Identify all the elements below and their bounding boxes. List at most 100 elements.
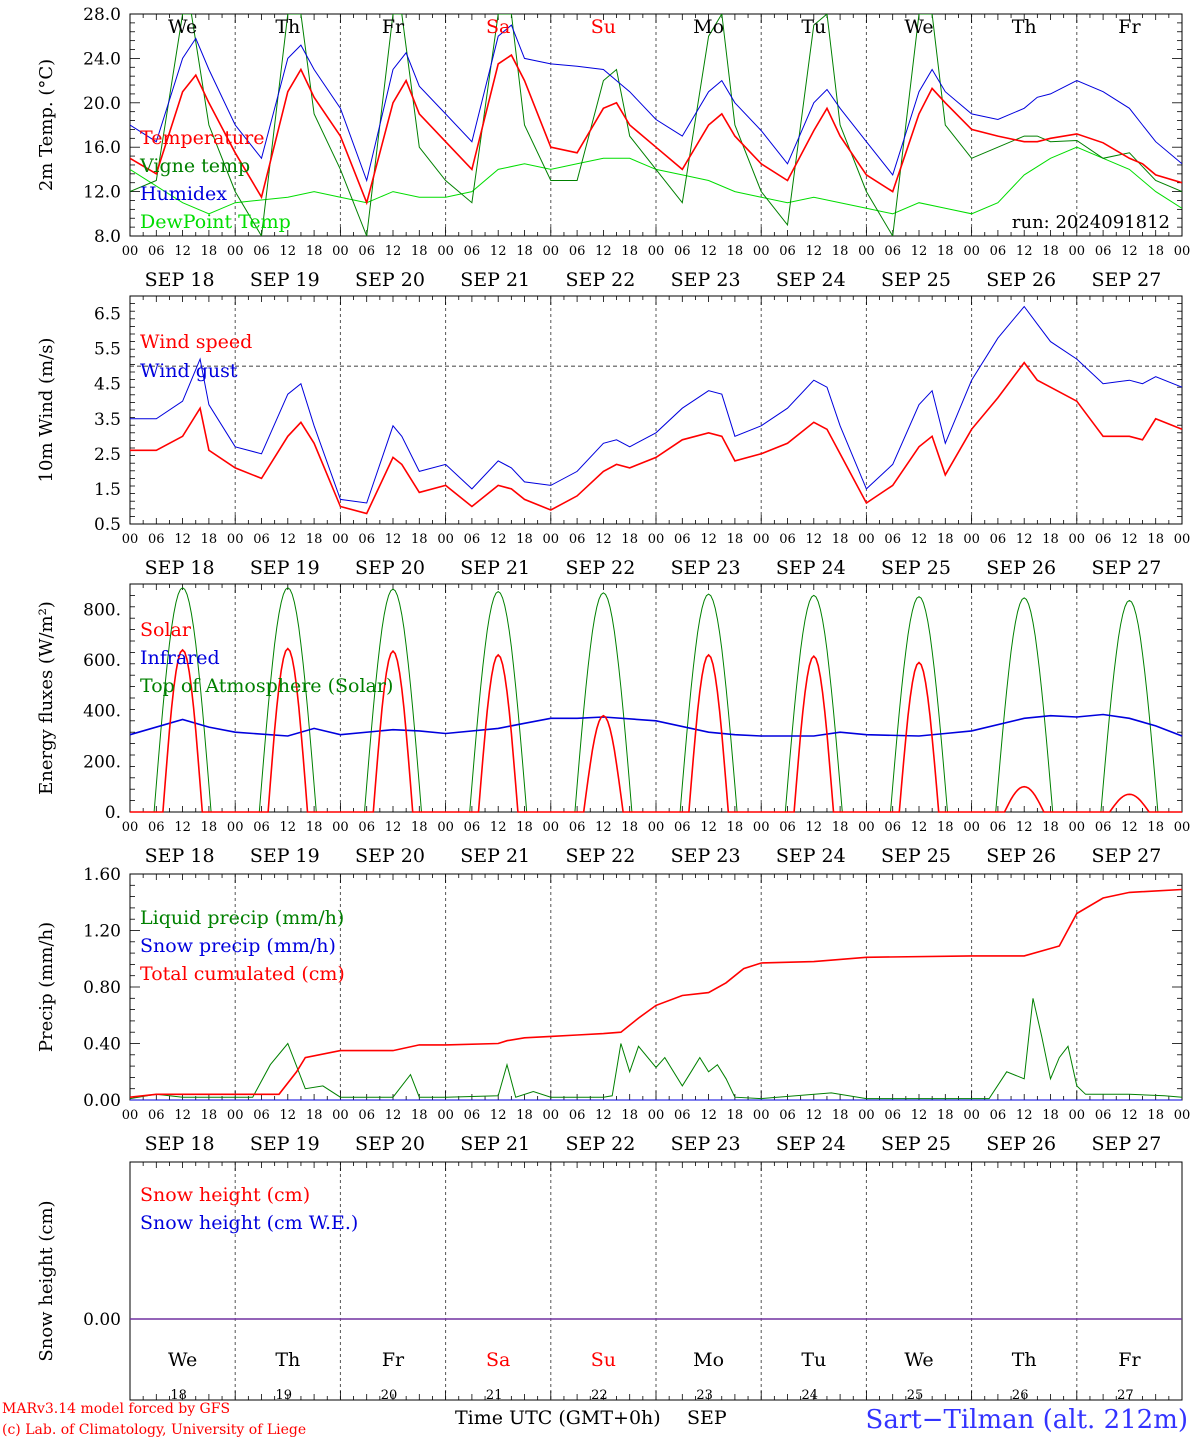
date-label: SEP 18 [145, 557, 215, 579]
hour-tick-label: 06 [779, 244, 796, 259]
hour-tick-label: 12 [280, 244, 297, 259]
hour-tick-label: 00 [332, 1108, 349, 1123]
legend-entry: Wind speed [140, 331, 252, 353]
hour-tick-label: 18 [937, 532, 954, 547]
hour-tick-label: 06 [569, 820, 586, 835]
hour-tick-label: 12 [280, 532, 297, 547]
day-name: We [904, 1349, 933, 1371]
hour-tick-label: 06 [148, 1108, 165, 1123]
hour-tick-label: 12 [1121, 1108, 1138, 1123]
hour-tick-label: 06 [1095, 532, 1112, 547]
hour-tick-label: 00 [648, 244, 665, 259]
hour-tick-label: 18 [1147, 244, 1164, 259]
y-axis-label: 10m Wind (m/s) [36, 338, 57, 483]
date-label: SEP 18 [145, 845, 215, 867]
hour-tick-label: 06 [779, 820, 796, 835]
y-tick-label: 0.80 [83, 978, 121, 998]
series-line-3 [130, 24, 1182, 183]
legend-entry: Snow height (cm W.E.) [140, 1212, 358, 1234]
hour-tick-label: 00 [963, 244, 980, 259]
hour-tick-label: 18 [937, 1108, 954, 1123]
hour-tick-label: 12 [1016, 244, 1033, 259]
hour-tick-label: 06 [779, 1108, 796, 1123]
day-name: Fr [1118, 1349, 1141, 1371]
hour-tick-label: 00 [543, 244, 560, 259]
liquid-precip-line [129, 998, 1183, 1100]
date-label: SEP 26 [986, 557, 1056, 579]
date-label: SEP 27 [1091, 269, 1161, 291]
y-tick-label: 3.5 [94, 410, 121, 430]
day-number: 27 [1117, 1388, 1134, 1403]
y-tick-label: 16.0 [83, 138, 121, 158]
date-label: SEP 23 [671, 1133, 741, 1155]
model-credit: MARv3.14 model forced by GFS [2, 1401, 230, 1417]
y-tick-label: 800. [83, 600, 121, 620]
hour-tick-label: 06 [464, 532, 481, 547]
hour-tick-label: 06 [990, 820, 1007, 835]
date-label: SEP 22 [565, 269, 635, 291]
hour-tick-label: 06 [148, 244, 165, 259]
hour-tick-label: 18 [937, 820, 954, 835]
hour-tick-label: 18 [621, 532, 638, 547]
hour-tick-label: 06 [464, 244, 481, 259]
date-label: SEP 24 [776, 269, 846, 291]
hour-tick-label: 00 [1174, 244, 1191, 259]
hour-tick-label: 18 [411, 244, 428, 259]
y-tick-label: 1.20 [83, 922, 121, 942]
date-label: SEP 22 [565, 1133, 635, 1155]
hour-tick-label: 00 [648, 532, 665, 547]
hour-tick-label: 00 [963, 532, 980, 547]
date-label: SEP 21 [460, 1133, 530, 1155]
hour-tick-label: 12 [1016, 1108, 1033, 1123]
hour-tick-label: 06 [358, 820, 375, 835]
hour-tick-label: 12 [911, 1108, 928, 1123]
date-label: SEP 22 [565, 845, 635, 867]
hour-tick-label: 18 [306, 1108, 323, 1123]
hour-tick-label: 00 [437, 1108, 454, 1123]
hour-tick-label: 00 [1174, 532, 1191, 547]
hour-tick-label: 12 [595, 820, 612, 835]
hour-tick-label: 00 [753, 1108, 770, 1123]
hour-tick-label: 12 [806, 244, 823, 259]
hour-tick-label: 18 [516, 820, 533, 835]
hour-tick-label: 00 [963, 820, 980, 835]
hour-tick-label: 12 [700, 244, 717, 259]
hour-tick-label: 00 [1069, 820, 1086, 835]
hour-tick-label: 06 [358, 1108, 375, 1123]
hour-tick-label: 00 [543, 1108, 560, 1123]
hour-tick-label: 12 [911, 244, 928, 259]
series-line-2 [130, 14, 1182, 236]
date-label: SEP 19 [250, 269, 320, 291]
hour-tick-label: 12 [806, 1108, 823, 1123]
hour-tick-label: 00 [437, 820, 454, 835]
date-label: SEP 20 [355, 845, 425, 867]
hour-tick-label: 06 [990, 1108, 1007, 1123]
y-tick-label: 400. [83, 702, 121, 722]
date-label: SEP 18 [145, 1133, 215, 1155]
hour-tick-label: 06 [464, 1108, 481, 1123]
y-tick-label: 0.5 [94, 515, 121, 535]
hour-tick-label: 18 [727, 244, 744, 259]
hour-tick-label: 00 [858, 532, 875, 547]
day-name: Tu [801, 1349, 826, 1371]
hour-tick-label: 06 [1095, 820, 1112, 835]
series-line-4 [130, 146, 1182, 215]
legend-entry: Snow precip (mm/h) [140, 935, 336, 957]
hour-tick-label: 00 [1069, 244, 1086, 259]
date-label: SEP 26 [986, 845, 1056, 867]
y-tick-label: 24.0 [83, 49, 121, 69]
y-tick-label: 0. [105, 803, 121, 823]
date-label: SEP 26 [986, 1133, 1056, 1155]
y-axis-label: 2m Temp. (°C) [36, 59, 57, 191]
y-tick-label: 1.60 [83, 865, 121, 885]
month-label: SEP [687, 1407, 727, 1429]
legend-entry: Snow height (cm) [140, 1184, 310, 1206]
hour-tick-label: 12 [595, 244, 612, 259]
y-tick-label: 6.5 [94, 305, 121, 325]
hour-tick-label: 06 [884, 1108, 901, 1123]
date-label: SEP 21 [460, 845, 530, 867]
hour-tick-label: 00 [122, 820, 139, 835]
hour-tick-label: 12 [385, 1108, 402, 1123]
y-axis-label: Precip (mm/h) [36, 922, 57, 1052]
